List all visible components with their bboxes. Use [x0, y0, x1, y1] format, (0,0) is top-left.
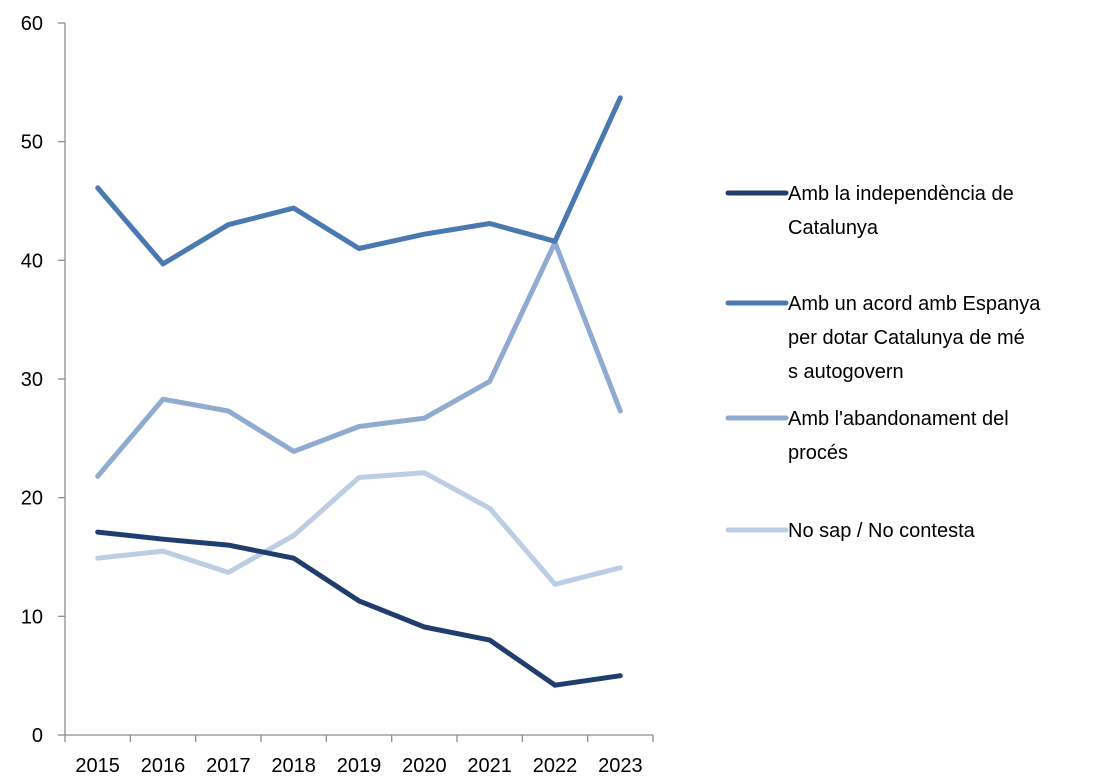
- plot-area: 0 10 20 30 40 50 60 2015 2016 2017 2018 2019 2020 202…: [21, 13, 654, 777]
- x-tick-label: 2019: [337, 755, 382, 777]
- series-line-2: [95, 95, 623, 267]
- y-tick-label: 10: [21, 606, 43, 628]
- legend-label: No sap / No contesta: [788, 520, 976, 542]
- legend: Amb la independència de Catalunya Amb un a…: [725, 183, 1041, 542]
- x-tick-label: 2021: [467, 755, 512, 777]
- y-tick-label: 40: [21, 250, 43, 272]
- legend-label: Amb la independència de Catalunya: [788, 183, 1014, 239]
- x-tick-label: 2018: [271, 755, 316, 777]
- x-tick-label: 2023: [598, 755, 643, 777]
- series-line-1: [95, 529, 623, 688]
- legend-label: Amb l'abandonament del procés: [788, 408, 1009, 464]
- y-tick-label: 0: [32, 725, 43, 747]
- series-line-3: [95, 240, 623, 479]
- x-tick-label: 2016: [141, 755, 186, 777]
- y-tick-label: 50: [21, 132, 43, 154]
- legend-item-3: Amb l'abandonament del procés: [725, 408, 1009, 464]
- legend-label: Amb un acord amb Espanya per dotar Catalu…: [788, 293, 1041, 383]
- y-tick-label: 20: [21, 488, 43, 510]
- x-tick-label: 2022: [533, 755, 578, 777]
- series-line-4: [95, 470, 623, 587]
- legend-item-4: No sap / No contesta: [725, 520, 976, 542]
- x-tick-label: 2020: [402, 755, 447, 777]
- y-tick-label: 60: [21, 13, 43, 35]
- legend-item-1: Amb la independència de Catalunya: [725, 183, 1014, 239]
- y-tick-label: 30: [21, 369, 43, 391]
- x-tick-label: 2017: [206, 755, 251, 777]
- legend-item-2: Amb un acord amb Espanya per dotar Catalu…: [725, 293, 1041, 383]
- x-tick-label: 2015: [75, 755, 120, 777]
